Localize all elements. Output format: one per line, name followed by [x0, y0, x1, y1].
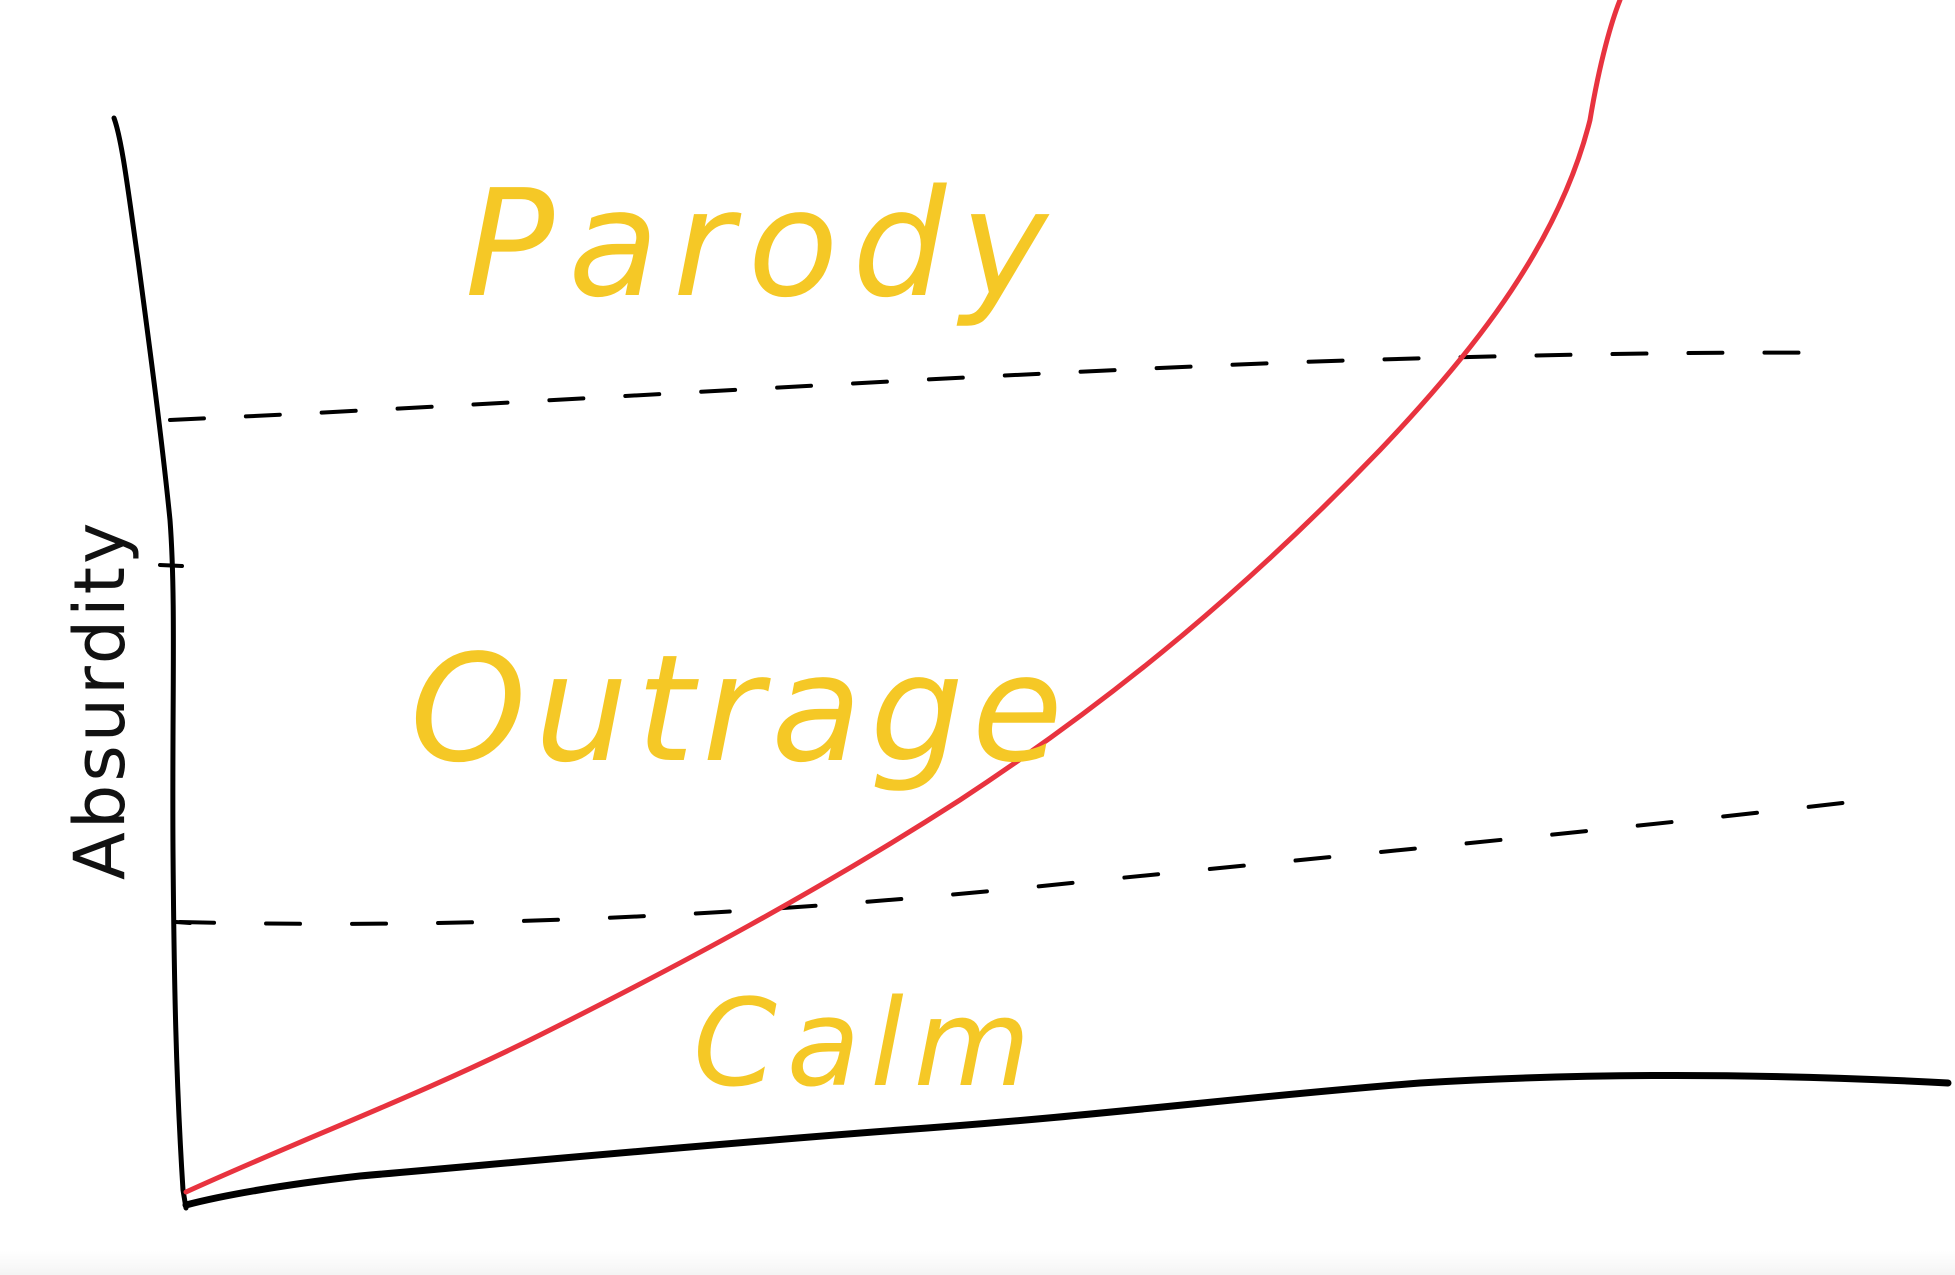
threshold-line-lower — [178, 796, 1887, 926]
threshold-line-upper — [168, 350, 1840, 422]
page-bottom-fade — [0, 1251, 1955, 1275]
y-axis-tick — [158, 563, 184, 568]
absurdity-curve — [183, 0, 1623, 1195]
region-label-outrage: Outrage — [410, 623, 1071, 795]
y-axis-label: Absurdity — [59, 520, 141, 880]
region-label-calm: Calm — [693, 975, 1041, 1114]
region-label-parody: Parody — [465, 158, 1062, 330]
x-axis — [182, 1071, 1952, 1209]
